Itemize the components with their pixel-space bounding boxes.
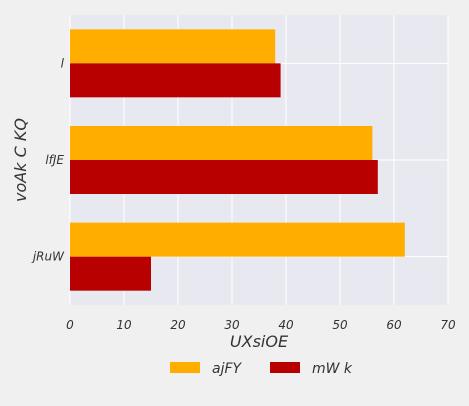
y-tick-labels: l lfJE jRuW	[31, 56, 65, 263]
legend: ajFY mW k	[170, 361, 353, 377]
x-tick-label: 60	[386, 318, 402, 332]
bar-series-2-jRuW	[70, 256, 151, 291]
x-tick-labels: 0 10 20 30 40 50 60 70	[66, 318, 456, 332]
y-axis-label: voAk C KQ	[11, 118, 30, 202]
bar-series-1-lfJE	[70, 126, 373, 160]
bar-series-2-l	[70, 63, 281, 98]
legend-swatch-series-1	[170, 362, 200, 373]
x-axis-label: UXsiOE	[230, 332, 289, 351]
y-tick-label: l	[61, 56, 65, 70]
bars	[70, 29, 405, 291]
bar-series-2-lfJE	[70, 160, 378, 194]
x-tick-label: 70	[440, 318, 456, 332]
x-tick-label: 50	[332, 318, 348, 332]
x-tick-label: 10	[116, 318, 132, 332]
legend-swatch-series-2	[270, 362, 300, 373]
x-tick-label: 0	[66, 318, 74, 332]
bar-series-1-l	[70, 29, 276, 64]
legend-label-series-1: ajFY	[212, 361, 243, 377]
y-tick-label: jRuW	[31, 250, 65, 264]
x-tick-label: 40	[278, 318, 294, 332]
legend-label-series-2: mW k	[312, 361, 353, 377]
x-tick-label: 30	[224, 318, 240, 332]
bar-series-1-jRuW	[70, 222, 405, 257]
x-tick-label: 20	[170, 318, 186, 332]
y-tick-label: lfJE	[45, 153, 64, 167]
